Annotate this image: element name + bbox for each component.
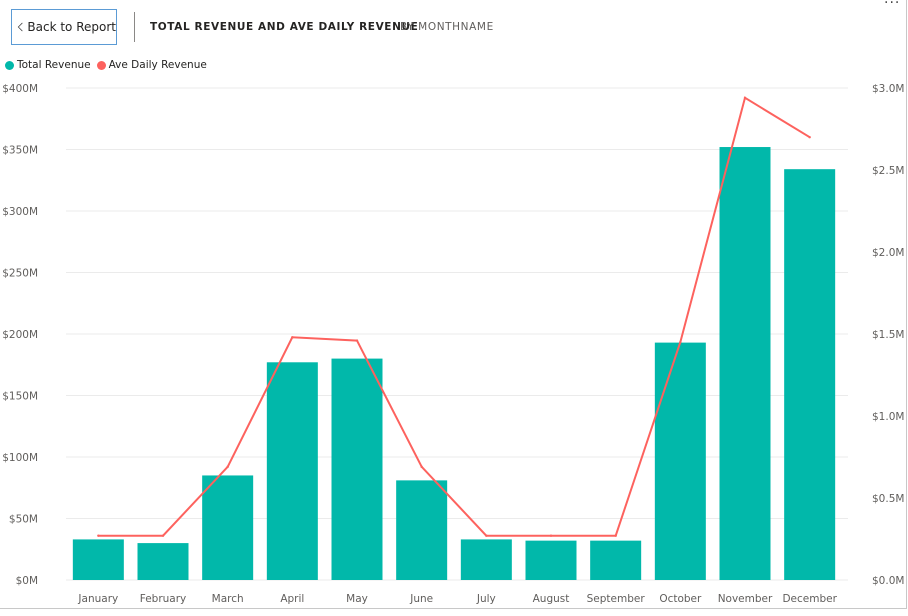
x-tick-label-september: September	[587, 593, 646, 605]
x-tick-label-february: February	[140, 593, 187, 605]
x-tick-label-january: January	[77, 593, 118, 605]
bar-august	[525, 540, 577, 580]
chart-legend: Total Revenue Ave Daily Revenue	[5, 59, 213, 71]
legend-label-ave-daily-revenue: Ave Daily Revenue	[108, 59, 207, 71]
line-point-august	[549, 534, 553, 537]
y-left-tick-label: $300M	[2, 206, 38, 218]
line-point-april	[291, 336, 294, 339]
bar-september	[590, 540, 642, 580]
back-button-label: Back to Report	[27, 20, 116, 34]
y-right-tick-label: $3.0M	[872, 83, 904, 95]
chevron-left-icon	[17, 22, 23, 32]
bar-march	[202, 475, 254, 580]
x-tick-label-july: July	[476, 593, 496, 605]
y-right-tick-label: $0.5M	[872, 493, 904, 505]
legend-item-ave-daily-revenue[interactable]: Ave Daily Revenue	[96, 59, 207, 71]
bar-february	[137, 543, 189, 580]
bar-october	[654, 342, 706, 580]
x-tick-label-august: August	[533, 593, 570, 605]
more-options-icon[interactable]: ...	[884, 0, 900, 7]
line-series-ave-daily-revenue	[97, 96, 811, 537]
line-point-may	[355, 339, 359, 342]
bar-january	[72, 539, 124, 580]
bar-june	[396, 480, 448, 580]
ave-daily-revenue-line	[98, 96, 811, 537]
y-left-tick-label: $150M	[2, 391, 38, 403]
x-tick-label-june: June	[409, 593, 433, 605]
line-point-december	[808, 136, 811, 139]
y-left-tick-label: $400M	[2, 83, 38, 95]
chart-subtitle: BY MONTHNAME	[400, 21, 494, 33]
bar-november	[719, 147, 771, 581]
x-tick-label-december: December	[782, 593, 837, 605]
line-point-july	[485, 534, 488, 537]
gridlines	[66, 87, 848, 581]
header-divider	[134, 12, 135, 42]
x-tick-label-april: April	[280, 593, 304, 605]
bar-may	[331, 358, 383, 580]
y-left-tick-label: $250M	[2, 268, 38, 280]
y-axis-right: $0.0M $0.5M $1.0M $1.5M $2.0M $2.5M $3.0M	[872, 83, 904, 587]
y-axis-left: $0M $50M $100M $150M $200M $250M $300M $350M $40…	[2, 83, 38, 587]
line-point-june	[420, 465, 423, 469]
back-to-report-button[interactable]: Back to Report	[11, 9, 117, 45]
line-point-march	[226, 465, 229, 469]
x-tick-label-march: March	[212, 593, 244, 605]
y-right-tick-label: $1.5M	[872, 329, 904, 341]
y-right-tick-label: $0.0M	[872, 575, 904, 587]
bar-series-total-revenue	[72, 147, 836, 581]
y-left-tick-label: $0M	[16, 575, 38, 587]
line-point-november	[743, 96, 747, 100]
legend-swatch-ave-daily-revenue	[96, 60, 106, 70]
x-tick-label-october: October	[659, 593, 702, 605]
y-left-tick-label: $200M	[2, 329, 38, 341]
y-left-tick-label: $350M	[2, 145, 38, 157]
x-tick-label-may: May	[346, 593, 368, 605]
line-point-september	[614, 534, 617, 537]
y-right-tick-label: $2.5M	[872, 165, 904, 177]
y-left-tick-label: $100M	[2, 452, 38, 464]
y-right-tick-label: $1.0M	[872, 411, 904, 423]
y-left-tick-label: $50M	[9, 514, 38, 526]
legend-swatch-total-revenue	[5, 60, 14, 70]
legend-label-total-revenue: Total Revenue	[17, 59, 91, 71]
legend-item-total-revenue[interactable]: Total Revenue	[5, 59, 91, 71]
line-point-january	[97, 534, 100, 537]
chart-title: TOTAL REVENUE AND AVE DAILY REVENUE	[150, 21, 419, 33]
bar-july	[460, 539, 512, 580]
bar-december	[784, 169, 836, 580]
line-point-october	[679, 341, 682, 344]
x-tick-label-november: November	[718, 593, 773, 605]
y-right-tick-label: $2.0M	[872, 247, 904, 259]
x-axis: January February March April May June July Augu…	[77, 593, 837, 605]
bar-april	[266, 362, 318, 580]
line-point-february	[161, 534, 165, 537]
